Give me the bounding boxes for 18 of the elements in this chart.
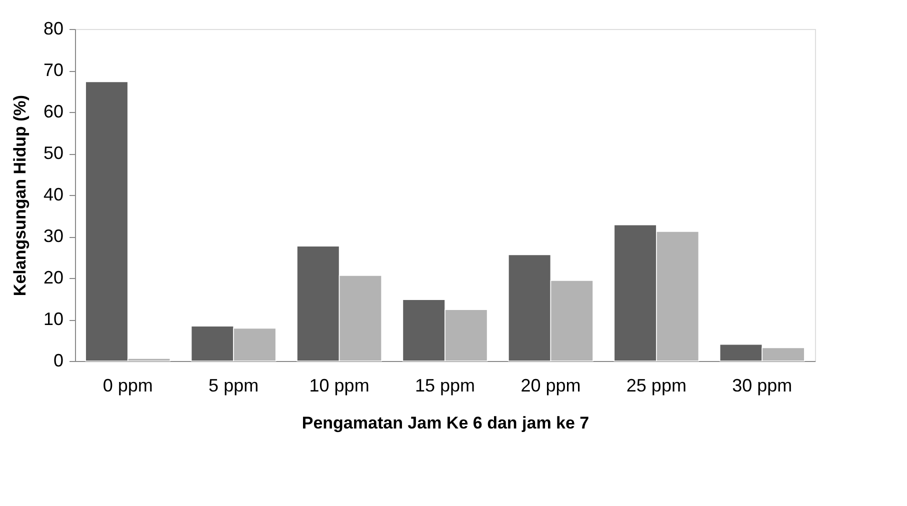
y-tick-label: 20 [43, 268, 64, 288]
x-tick-label: 0 ppm [102, 376, 153, 396]
x-tick-label: 25 ppm [626, 376, 686, 396]
x-tick-label: 15 ppm [414, 376, 476, 396]
y-tick-label: 60 [43, 102, 64, 122]
x-tick-label: 20 ppm [520, 376, 581, 396]
y-axis-title: Kelangsungan Hidup (%) [10, 94, 30, 296]
x-tick-label: 30 ppm [732, 376, 792, 396]
y-tick-label: 10 [43, 309, 64, 329]
x-axis-title: Pengamatan Jam Ke 6 dan jam ke 7 [302, 414, 590, 432]
y-tick-label: 80 [43, 18, 64, 38]
y-tick-label: 30 [43, 226, 64, 246]
y-tick-label: 70 [43, 60, 64, 80]
y-tick-label: 50 [43, 143, 64, 163]
y-tick-label: 40 [43, 184, 64, 204]
x-tick-label: 10 ppm [309, 376, 370, 396]
y-tick-label: 0 [53, 350, 64, 370]
x-tick-label: 5 ppm [208, 376, 259, 396]
